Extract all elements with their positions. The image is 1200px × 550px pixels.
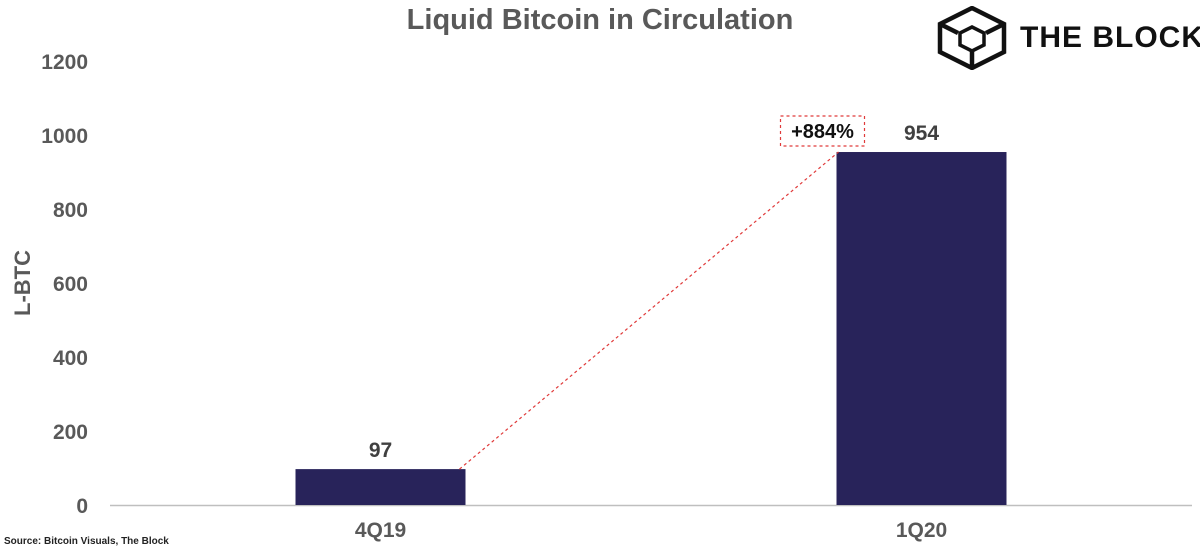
y-tick-label: 600	[53, 273, 88, 296]
bar-1Q20	[836, 152, 1007, 505]
brand-logo: THE BLOCK	[936, 6, 1200, 70]
data-label: 954	[904, 122, 939, 145]
y-tick-label: 0	[76, 495, 88, 518]
cube-icon	[937, 6, 1007, 70]
y-axis-label: L-BTC	[10, 250, 35, 316]
source-note: Source: Bitcoin Visuals, The Block	[4, 536, 169, 547]
brand-name: THE BLOCK	[1020, 21, 1200, 54]
growth-annotation-label: +884%	[791, 121, 854, 143]
y-tick-label: 200	[53, 421, 88, 444]
bar-4Q19	[295, 469, 466, 505]
y-tick-label: 1000	[41, 125, 88, 148]
chart-title: Liquid Bitcoin in Circulation	[406, 4, 794, 36]
data-label: 97	[369, 439, 392, 462]
y-tick-label: 400	[53, 347, 88, 370]
growth-connector-line	[459, 151, 839, 470]
y-tick-label: 800	[53, 199, 88, 222]
x-tick-label: 4Q19	[355, 519, 406, 542]
growth-annotation-box	[779, 115, 866, 147]
y-tick-label: 1200	[41, 51, 88, 74]
x-tick-label: 1Q20	[896, 519, 947, 542]
